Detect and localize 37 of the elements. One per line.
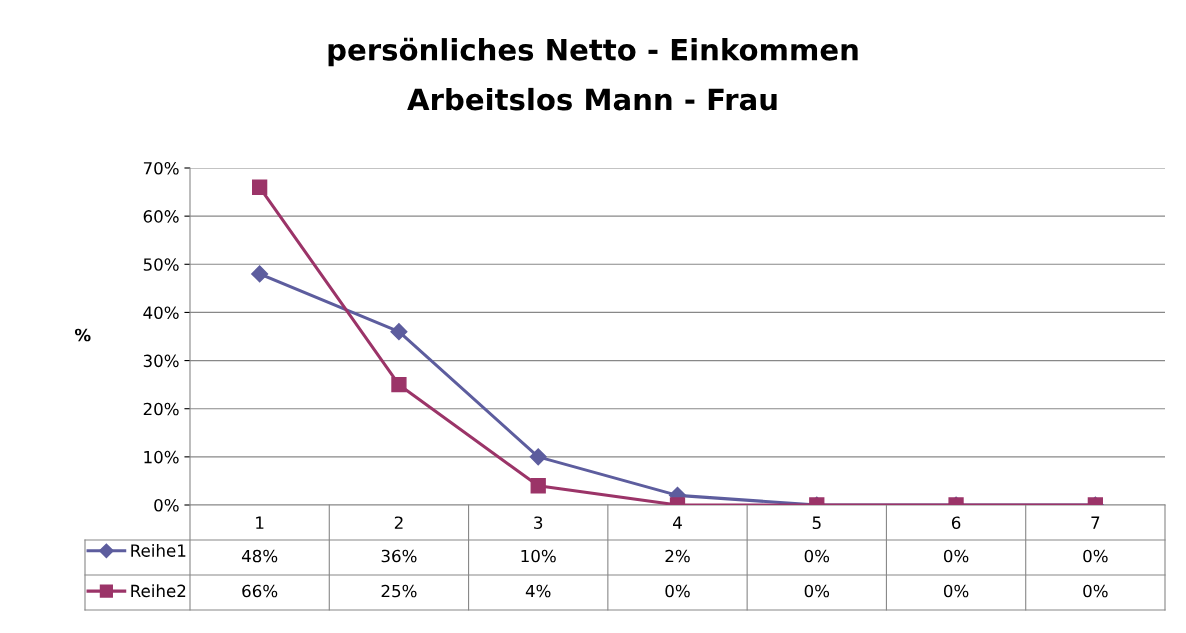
x-tick-label: 6 [951, 516, 961, 530]
data-label: 66% [242, 584, 278, 598]
data-label: 4% [525, 584, 551, 598]
x-tick-label: 4 [673, 516, 682, 529]
data-label: 0% [943, 549, 969, 563]
point [252, 179, 268, 195]
y-tick-label: 0% [154, 498, 179, 512]
x-tick-label: 7 [1091, 516, 1100, 529]
data-label: 48% [241, 549, 278, 563]
point [251, 265, 269, 283]
y-tick-label: 20% [143, 402, 179, 416]
x-tick-label: 3 [534, 516, 543, 530]
data-label: 36% [381, 549, 417, 563]
legend-label: Reihe2 [131, 584, 186, 598]
chart-subtitle: Arbeitslos Mann - Frau [407, 87, 777, 111]
y-axis-title: % [74, 328, 91, 342]
data-label: 0% [1083, 549, 1108, 563]
legend-label: Reihe1 [131, 543, 186, 557]
y-tick-label: 40% [143, 306, 179, 319]
data-label: 0% [804, 584, 830, 598]
x-tick-label: 1 [256, 516, 264, 529]
x-tick-label: 2 [394, 516, 403, 529]
x-tick-label: 5 [812, 516, 821, 530]
data-label: 10% [521, 549, 556, 563]
y-tick-label: 10% [144, 450, 179, 464]
data-label: 2% [665, 549, 690, 563]
data-label: 25% [381, 584, 417, 598]
data-label: 0% [804, 549, 830, 563]
point [390, 323, 408, 341]
data-label: 0% [943, 584, 969, 598]
data-label: 0% [665, 584, 690, 598]
y-tick-label: 50% [143, 258, 179, 271]
y-tick-label: 70% [143, 161, 179, 175]
data-label: 0% [1083, 584, 1108, 598]
chart-title: persönliches Netto - Einkommen [328, 37, 858, 67]
y-tick-label: 30% [143, 354, 179, 368]
y-tick-label: 60% [143, 210, 179, 223]
